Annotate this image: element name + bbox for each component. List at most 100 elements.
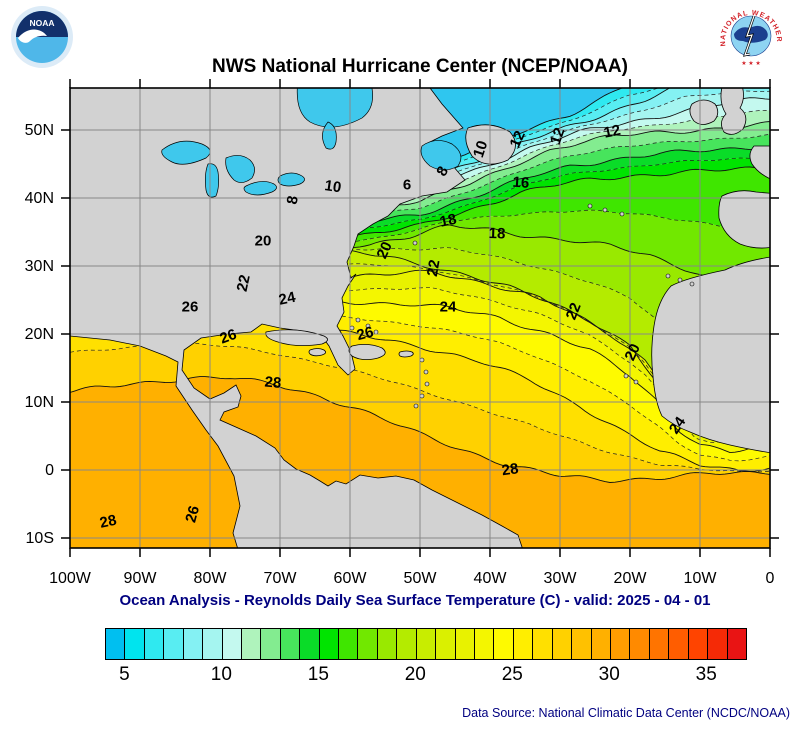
colorbar-segment — [415, 629, 436, 659]
map-caption: Ocean Analysis - Reynolds Daily Sea Surf… — [119, 592, 711, 609]
svg-text:26: 26 — [355, 323, 376, 344]
colorbar-segment — [260, 629, 280, 659]
svg-text:8: 8 — [284, 195, 302, 206]
sst-band — [70, 134, 770, 232]
contour-label: 16 — [512, 174, 530, 192]
svg-text:10: 10 — [323, 177, 342, 196]
contour-label: 10 — [470, 139, 491, 160]
contour-label: 28 — [264, 374, 282, 392]
svg-text:28: 28 — [264, 374, 282, 392]
contour-label: 12 — [506, 128, 528, 150]
colorbar-tick-label: 25 — [501, 664, 523, 685]
lake — [296, 88, 373, 128]
colorbar-segment — [357, 629, 377, 659]
svg-text:22: 22 — [234, 273, 254, 293]
island — [665, 273, 671, 279]
x-tick-label: 30W — [544, 570, 578, 587]
colorbar-segment — [163, 629, 183, 659]
nws-logo-stars: ★ ★ ★ — [741, 60, 760, 67]
data-source-note: Data Source: National Climatic Data Cent… — [462, 706, 790, 720]
colorbar-segment — [668, 629, 688, 659]
y-tick-label: 10S — [26, 530, 54, 547]
x-tick-label: 50W — [404, 570, 438, 587]
landmass — [308, 348, 326, 357]
colorbar-tick-label: 10 — [210, 664, 232, 685]
y-tick-label: 30N — [25, 258, 54, 275]
x-tick-label: 20W — [614, 570, 648, 587]
svg-text:26: 26 — [182, 504, 203, 525]
colorbar-segment — [726, 629, 746, 659]
landmass — [720, 88, 747, 135]
colorbar — [105, 628, 747, 660]
lake — [225, 155, 255, 183]
svg-text:12: 12 — [547, 126, 569, 147]
contour-label: 24 — [277, 289, 297, 309]
island — [602, 207, 608, 213]
svg-text:18: 18 — [488, 225, 505, 243]
colorbar-segment — [571, 629, 591, 659]
island — [424, 381, 430, 387]
colorbar-segment — [687, 629, 708, 659]
colorbar-segment — [454, 629, 475, 659]
island — [412, 240, 418, 246]
island — [619, 211, 625, 217]
colorbar-segment — [435, 629, 455, 659]
svg-text:20: 20 — [255, 232, 272, 249]
svg-text:28: 28 — [501, 460, 520, 479]
island — [413, 403, 419, 409]
colorbar-segment — [221, 629, 241, 659]
landmass — [689, 99, 719, 125]
colorbar-segment — [512, 629, 533, 659]
x-tick-label: 80W — [194, 570, 228, 587]
svg-text:18: 18 — [438, 211, 458, 231]
colorbar-segment — [590, 629, 610, 659]
contour-label: 20 — [621, 341, 643, 363]
contour-label: 24 — [440, 298, 457, 315]
sst-band — [70, 121, 770, 225]
noaa-seagull-icon — [18, 29, 47, 43]
contour-label: 10 — [323, 177, 342, 196]
island — [633, 379, 639, 385]
lake — [161, 140, 211, 165]
x-tick-label: 90W — [124, 570, 158, 587]
colorbar-segment — [279, 629, 300, 659]
contour-label: 20 — [373, 239, 395, 261]
colorbar-segment — [143, 629, 164, 659]
colorbar-segment — [629, 629, 649, 659]
contour-label: 26 — [182, 298, 199, 315]
y-tick-label: 20N — [25, 326, 54, 343]
svg-text:26: 26 — [182, 298, 199, 315]
colorbar-segment — [493, 629, 513, 659]
y-tick-label: 50N — [25, 122, 54, 139]
nws-lightning-icon — [744, 15, 755, 56]
island — [365, 323, 371, 329]
colorbar-segment — [609, 629, 630, 659]
colorbar-segment — [648, 629, 669, 659]
nws-logo: NATIONAL WEATHER SERVICE ★ ★ ★ — [718, 3, 783, 68]
colorbar-segment — [299, 629, 319, 659]
colorbar-segment — [551, 629, 572, 659]
island — [623, 373, 629, 379]
landmass — [398, 350, 414, 358]
map-area — [70, 88, 770, 548]
colorbar-tick-label: 20 — [404, 664, 426, 685]
svg-text:10: 10 — [470, 139, 491, 160]
svg-text:22: 22 — [424, 258, 444, 277]
lake — [204, 163, 220, 198]
contour-label: 8 — [284, 195, 302, 206]
colorbar-segment — [396, 629, 416, 659]
x-tick-label: 40W — [474, 570, 508, 587]
colorbar-segment — [182, 629, 203, 659]
svg-text:24: 24 — [277, 289, 297, 309]
colorbar-tick-label: 5 — [119, 664, 130, 685]
colorbar-segment — [124, 629, 144, 659]
y-tick-label: 0 — [45, 462, 54, 479]
x-tick-label: 70W — [264, 570, 298, 587]
svg-text:20: 20 — [621, 341, 643, 363]
colorbar-tick-label: 35 — [695, 664, 717, 685]
map-axes: 100W 90W 80W 70W 60W 50W 40W 30W 20W 10W 0 50N 40N 30… — [25, 79, 779, 587]
island — [373, 329, 379, 335]
page-title: NWS National Hurricane Center (NCEP/NOAA… — [212, 56, 628, 77]
contour-label: 28 — [98, 512, 118, 532]
